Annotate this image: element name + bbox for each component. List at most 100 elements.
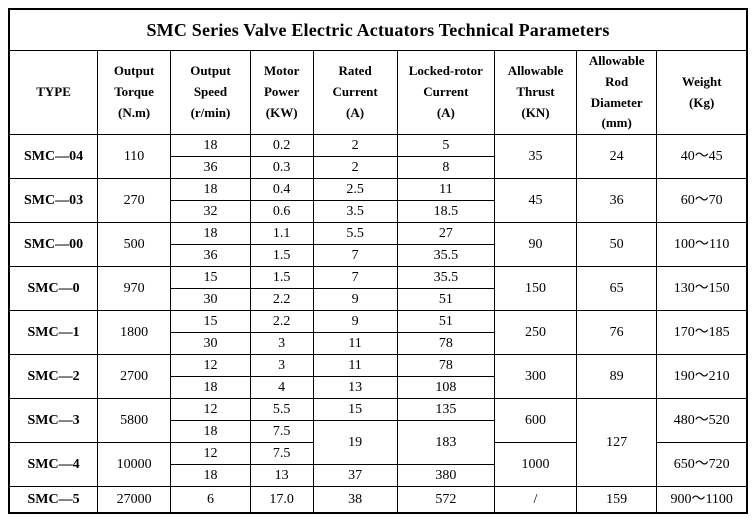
data-cell: 32: [170, 200, 251, 224]
data-cell: 300: [494, 354, 577, 400]
data-cell: 100～110: [656, 222, 748, 268]
type-cell: SMC—1: [8, 310, 99, 356]
data-cell: 110: [97, 134, 172, 180]
data-cell: 108: [396, 376, 496, 400]
data-cell: 18: [170, 376, 251, 400]
data-cell: 135: [396, 398, 496, 422]
data-cell: 12: [170, 442, 251, 466]
table-row: 32 0.6 3.5 18.5: [9, 200, 747, 224]
data-cell: 0.6: [249, 200, 314, 224]
data-cell: 7.5: [249, 442, 314, 466]
column-header-locked-rotor-current: Locked-rotor Current (A): [396, 49, 496, 136]
data-cell: 90: [494, 222, 577, 268]
data-cell: 27: [396, 222, 496, 246]
data-cell: 10000: [97, 442, 172, 488]
data-cell: 6: [170, 486, 251, 514]
data-cell: 4: [249, 376, 314, 400]
table-row: SMC—5 27000 6 17.0 38 572/159 900～1100: [8, 486, 748, 514]
data-cell: 51: [396, 310, 496, 334]
data-cell: 127: [575, 398, 658, 488]
data-cell: 36: [170, 156, 251, 180]
data-cell: 572: [396, 486, 496, 514]
data-cell: 11: [396, 178, 496, 202]
type-cell: SMC—03: [8, 178, 99, 224]
data-cell: 5800: [97, 398, 172, 444]
data-cell: 19: [312, 420, 398, 466]
table-row: SMC—4 10000 12 7.5 1000 650～720: [8, 442, 748, 488]
data-cell: 0.2: [249, 134, 314, 158]
data-cell: 78: [396, 332, 496, 356]
data-cell: 0.4: [249, 178, 314, 202]
data-cell: 17.0: [249, 486, 314, 514]
data-cell: 1.5: [249, 266, 314, 290]
data-cell: 130～150: [656, 266, 748, 312]
type-cell: SMC—04: [8, 134, 99, 180]
header-row: TYPE Output Torque (N.m) Output Speed (r/m…: [8, 49, 748, 136]
data-cell: 51: [396, 288, 496, 312]
table-row: SMC—3 5800 12 5.5 15 135 600 127 480～520: [8, 398, 748, 488]
data-cell: 5.5: [249, 398, 314, 422]
data-cell: 900～1100: [656, 486, 748, 514]
data-cell: 11: [312, 332, 398, 356]
data-cell: 12: [170, 354, 251, 378]
data-cell: 11: [312, 354, 398, 378]
data-cell: 45: [494, 178, 577, 224]
data-cell: /: [494, 486, 577, 514]
data-cell: 2: [312, 134, 398, 158]
column-header-allowable-rod-diameter: Allowable Rod Diameter (mm): [575, 49, 658, 136]
data-cell: 15: [170, 266, 251, 290]
data-cell: 24: [575, 134, 658, 180]
type-cell: SMC—2: [8, 354, 99, 400]
table-row: SMC—04 110 18 0.2 2 5 35 24 40～45: [8, 134, 748, 180]
type-cell: SMC—5: [8, 486, 99, 514]
data-cell: 3: [249, 354, 314, 378]
column-header-output-speed: Output Speed (r/min): [170, 49, 251, 136]
title-row: SMC Series Valve Electric Actuators Tech…: [8, 8, 748, 51]
data-cell: 15: [170, 310, 251, 334]
data-cell: 9: [312, 310, 398, 334]
column-header-weight: Weight (Kg): [656, 49, 748, 136]
data-cell: 2.2: [249, 288, 314, 312]
data-cell: 7: [312, 266, 398, 290]
table-row: SMC—0 970 15 1.5 7 35.5 150 65 130～150: [8, 266, 748, 312]
data-cell: 65: [575, 266, 658, 312]
data-cell: 35: [494, 134, 577, 180]
data-cell: 250: [494, 310, 577, 356]
column-header-type: TYPE: [8, 49, 99, 136]
type-cell: SMC—00: [8, 222, 99, 268]
data-cell: 480～520: [656, 398, 748, 444]
data-cell: 3.5: [312, 200, 398, 224]
data-cell: 89: [575, 354, 658, 400]
column-header-output-torque: Output Torque (N.m): [97, 49, 172, 136]
data-cell: 2.2: [249, 310, 314, 334]
data-cell: 5.5: [312, 222, 398, 246]
table-row: 30 2.2 9 51: [9, 288, 747, 312]
data-cell: 12: [170, 398, 251, 422]
data-cell: 36: [575, 178, 658, 224]
data-cell: 270: [97, 178, 172, 224]
data-cell: 1.1: [249, 222, 314, 246]
table-row: SMC—2 2700 12 3 11 78 300 89 190～210: [8, 354, 748, 400]
type-cell: SMC—4: [8, 442, 99, 488]
data-cell: 27000: [97, 486, 172, 514]
table-row: SMC—1 1800 15 2.2 9 51 250 76 170～185: [8, 310, 748, 356]
data-cell: 37: [312, 464, 398, 488]
data-cell: 13: [312, 376, 398, 400]
data-cell: 3: [249, 332, 314, 356]
data-cell: 13: [249, 464, 314, 488]
data-cell: 500: [97, 222, 172, 268]
data-cell: 0.3: [249, 156, 314, 180]
data-cell: 78: [396, 354, 496, 378]
data-cell: 970: [97, 266, 172, 312]
data-cell: 1.5: [249, 244, 314, 268]
data-cell: 183: [396, 420, 496, 466]
data-cell: 18: [170, 420, 251, 444]
data-cell: 2.5: [312, 178, 398, 202]
data-cell: 190～210: [656, 354, 748, 400]
table-row: SMC—03 270 18 0.4 2.5 11 45 36 60～70: [8, 178, 748, 224]
column-header-allowable-thrust: Allowable Thrust (KN): [494, 49, 577, 136]
data-cell: 5: [396, 134, 496, 158]
data-cell: 2: [312, 156, 398, 180]
data-cell: 7.5: [249, 420, 314, 444]
